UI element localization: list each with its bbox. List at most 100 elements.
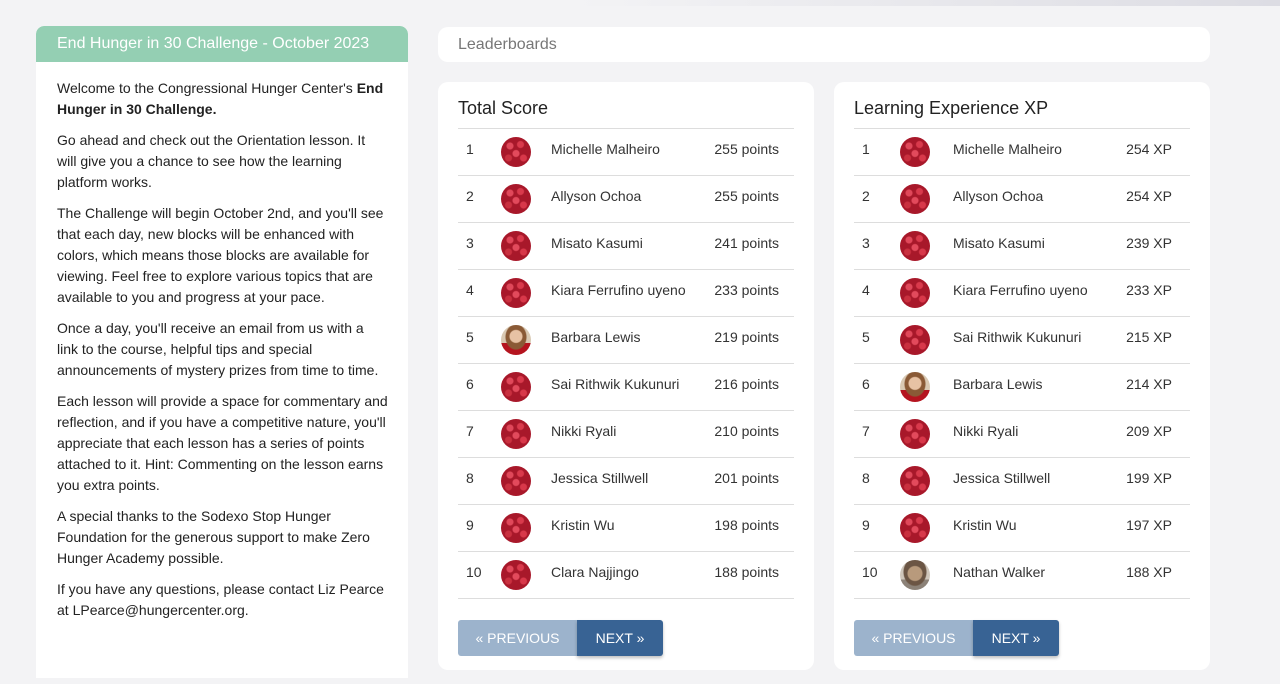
score-value: 188 XP <box>1126 564 1172 580</box>
avatar <box>501 419 531 449</box>
rank-number: 3 <box>466 235 474 251</box>
participant-name: Allyson Ochoa <box>551 188 642 204</box>
participant-name: Jessica Stillwell <box>551 470 649 486</box>
next-button[interactable]: NEXT » <box>973 620 1059 656</box>
leaderboard-row: 3 Misato Kasumi 239 XP <box>854 223 1190 270</box>
avatar <box>501 231 531 261</box>
avatar <box>900 184 930 214</box>
challenge-info-panel: End Hunger in 30 Challenge - October 202… <box>36 26 408 678</box>
top-bar <box>0 0 1280 6</box>
score-value: 233 points <box>714 282 779 298</box>
participant-name: Kristin Wu <box>551 517 615 533</box>
leaderboard-row: 2 Allyson Ochoa 254 XP <box>854 176 1190 223</box>
rank-number: 8 <box>862 470 870 486</box>
score-value: 201 points <box>714 470 779 486</box>
avatar <box>900 372 930 402</box>
avatar <box>501 325 531 355</box>
score-value: 198 points <box>714 517 779 533</box>
participant-name: Barbara Lewis <box>953 376 1043 392</box>
avatar <box>501 513 531 543</box>
avatar <box>900 231 930 261</box>
avatar <box>900 560 930 590</box>
participant-name: Kiara Ferrufino uyeno <box>551 282 686 298</box>
avatar <box>501 137 531 167</box>
welcome-paragraph: Welcome to the Congressional Hunger Cent… <box>57 78 388 120</box>
avatar <box>900 466 930 496</box>
rank-number: 7 <box>466 423 474 439</box>
participant-name: Kiara Ferrufino uyeno <box>953 282 1088 298</box>
previous-button[interactable]: « PREVIOUS <box>854 620 973 656</box>
leaderboard-row: 7 Nikki Ryali 210 points <box>458 411 794 458</box>
leaderboard-row: 2 Allyson Ochoa 255 points <box>458 176 794 223</box>
avatar <box>900 419 930 449</box>
score-value: 210 points <box>714 423 779 439</box>
email-paragraph: Once a day, you'll receive an email from… <box>57 320 379 378</box>
score-value: 188 points <box>714 564 779 580</box>
leaderboard-row: 8 Jessica Stillwell 201 points <box>458 458 794 505</box>
leaderboard-row: 1 Michelle Malheiro 254 XP <box>854 129 1190 176</box>
participant-name: Kristin Wu <box>953 517 1017 533</box>
leaderboard-row: 10 Clara Najjingo 188 points <box>458 552 794 599</box>
points-paragraph: Each lesson will provide a space for com… <box>57 393 388 493</box>
rank-number: 2 <box>862 188 870 204</box>
rank-number: 4 <box>466 282 474 298</box>
rank-number: 6 <box>862 376 870 392</box>
learning-xp-card: Learning Experience XP 1 Michelle Malheir… <box>834 82 1210 670</box>
score-value: 219 points <box>714 329 779 345</box>
participant-name: Misato Kasumi <box>551 235 643 251</box>
rank-number: 1 <box>466 141 474 157</box>
leaderboard-row: 4 Kiara Ferrufino uyeno 233 points <box>458 270 794 317</box>
leaderboard-row: 5 Sai Rithwik Kukunuri 215 XP <box>854 317 1190 364</box>
orientation-paragraph: Go ahead and check out the Orientation l… <box>57 132 366 190</box>
score-value: 241 points <box>714 235 779 251</box>
leaderboard-row: 8 Jessica Stillwell 199 XP <box>854 458 1190 505</box>
leaderboard-row: 7 Nikki Ryali 209 XP <box>854 411 1190 458</box>
rank-number: 6 <box>466 376 474 392</box>
previous-button[interactable]: « PREVIOUS <box>458 620 577 656</box>
avatar <box>900 325 930 355</box>
participant-name: Nikki Ryali <box>953 423 1019 439</box>
rank-number: 2 <box>466 188 474 204</box>
avatar <box>900 278 930 308</box>
leaderboard-row: 6 Barbara Lewis 214 XP <box>854 364 1190 411</box>
participant-name: Michelle Malheiro <box>953 141 1062 157</box>
avatar <box>501 466 531 496</box>
score-value: 254 XP <box>1126 188 1172 204</box>
rank-number: 9 <box>466 517 474 533</box>
rank-number: 9 <box>862 517 870 533</box>
avatar <box>501 372 531 402</box>
total-score-card: Total Score 1 Michelle Malheiro 255 points… <box>438 82 814 670</box>
avatar <box>501 560 531 590</box>
score-value: 215 XP <box>1126 329 1172 345</box>
learning-xp-title: Learning Experience XP <box>854 98 1049 118</box>
welcome-text: Welcome to the Congressional Hunger Cent… <box>57 80 357 96</box>
learning-xp-list: 1 Michelle Malheiro 254 XP 2 Allyson Ochoa 25… <box>854 128 1190 599</box>
leaderboard-row: 3 Misato Kasumi 241 points <box>458 223 794 270</box>
score-value: 255 points <box>714 188 779 204</box>
challenge-name: End Hunger in 30 Challenge. <box>57 80 384 117</box>
participant-name: Clara Najjingo <box>551 564 639 580</box>
score-value: 214 XP <box>1126 376 1172 392</box>
thanks-paragraph: A special thanks to the Sodexo Stop Hung… <box>57 508 370 566</box>
total-score-list: 1 Michelle Malheiro 255 points 2 Allyson Och… <box>458 128 794 599</box>
participant-name: Nathan Walker <box>953 564 1046 580</box>
participant-name: Nikki Ryali <box>551 423 617 439</box>
score-value: 255 points <box>714 141 779 157</box>
leaderboard-row: 9 Kristin Wu 197 XP <box>854 505 1190 552</box>
score-value: 199 XP <box>1126 470 1172 486</box>
rank-number: 8 <box>466 470 474 486</box>
leaderboard-row: 10 Nathan Walker 188 XP <box>854 552 1190 599</box>
participant-name: Jessica Stillwell <box>953 470 1051 486</box>
participant-name: Michelle Malheiro <box>551 141 660 157</box>
score-value: 209 XP <box>1126 423 1172 439</box>
leaderboard-row: 1 Michelle Malheiro 255 points <box>458 129 794 176</box>
leaderboard-row: 6 Sai Rithwik Kukunuri 216 points <box>458 364 794 411</box>
score-value: 216 points <box>714 376 779 392</box>
rank-number: 10 <box>862 564 878 580</box>
participant-name: Misato Kasumi <box>953 235 1045 251</box>
leaderboard-row: 4 Kiara Ferrufino uyeno 233 XP <box>854 270 1190 317</box>
avatar <box>501 278 531 308</box>
next-button[interactable]: NEXT » <box>577 620 663 656</box>
leaderboards-header: Leaderboards <box>438 27 1210 62</box>
rank-number: 5 <box>466 329 474 345</box>
